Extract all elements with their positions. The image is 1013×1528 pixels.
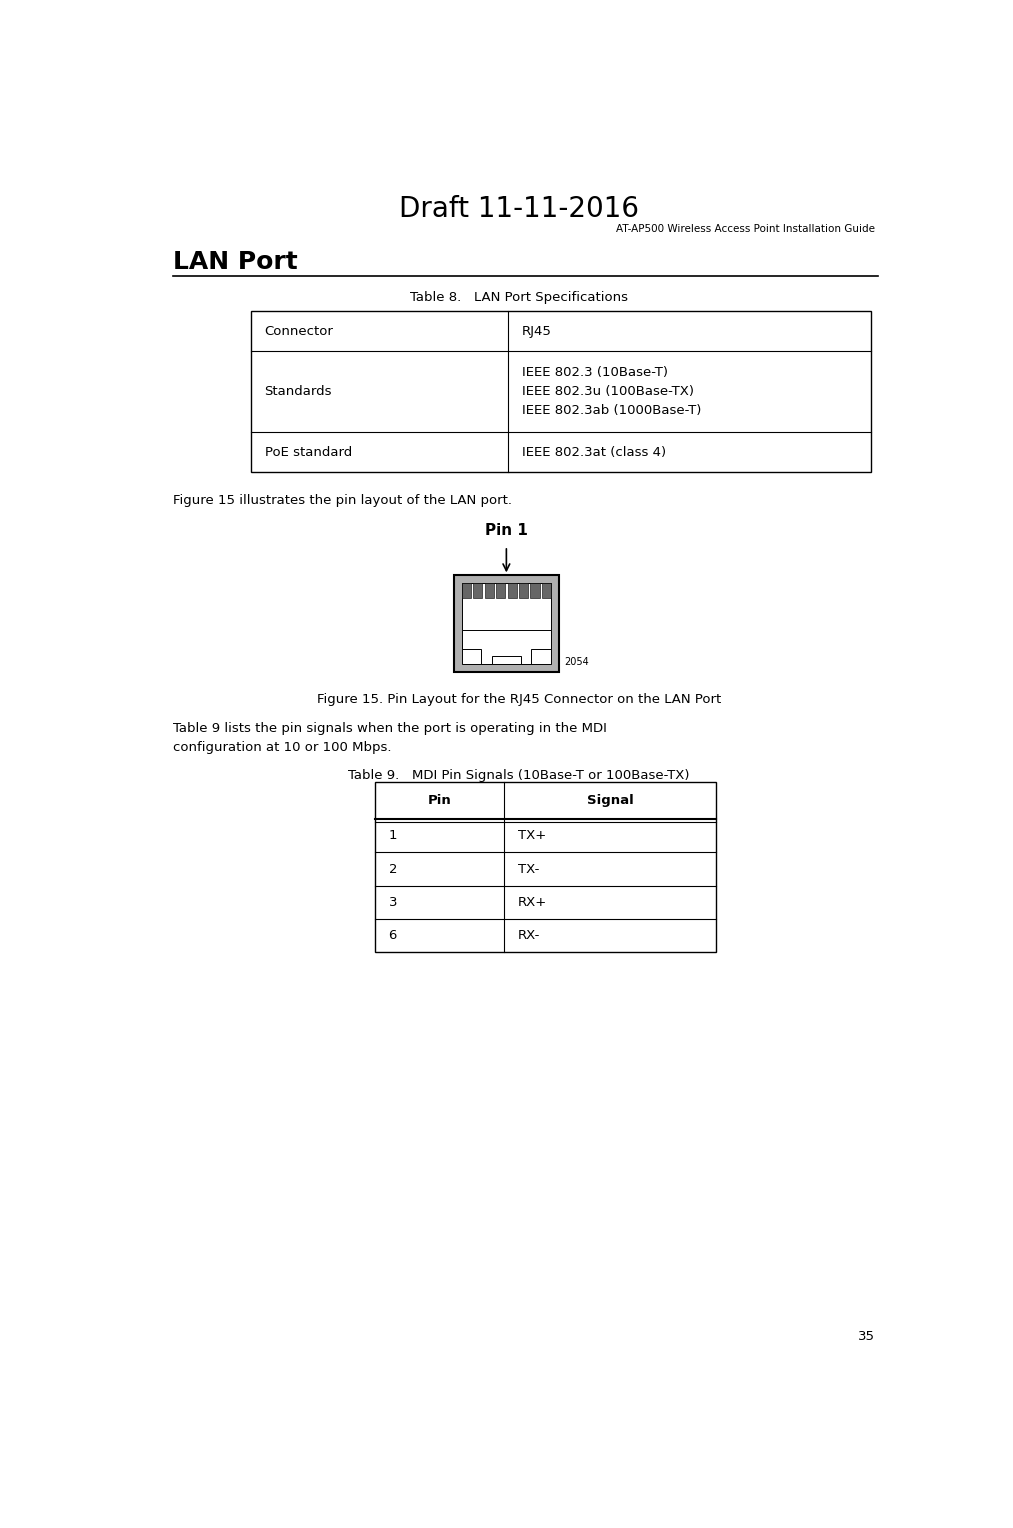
Text: IEEE 802.3at (class 4): IEEE 802.3at (class 4) [522,446,666,458]
Text: 6: 6 [389,929,397,941]
Text: Figure 15. Pin Layout for the RJ45 Connector on the LAN Port: Figure 15. Pin Layout for the RJ45 Conne… [317,694,721,706]
Text: Table 9.   MDI Pin Signals (10Base-T or 100Base-TX): Table 9. MDI Pin Signals (10Base-T or 10… [348,769,690,781]
Text: 35: 35 [857,1329,874,1343]
Text: RJ45: RJ45 [522,324,552,338]
Text: Table 8.   LAN Port Specifications: Table 8. LAN Port Specifications [410,292,628,304]
Text: PoE standard: PoE standard [264,446,352,458]
Text: RX-: RX- [519,929,541,941]
Text: 2054: 2054 [564,657,589,666]
Text: TX-: TX- [519,862,540,876]
Text: LAN Port: LAN Port [173,249,298,274]
Text: TX+: TX+ [519,830,546,842]
Polygon shape [462,630,551,663]
Text: Pin 1: Pin 1 [485,523,528,538]
Bar [531,584,540,597]
Text: Standards: Standards [264,385,332,399]
Text: Signal: Signal [587,795,633,807]
Text: Table 9 lists the pin signals when the port is operating in the MDI
configuratio: Table 9 lists the pin signals when the p… [173,723,607,753]
Bar [519,584,528,597]
Text: Figure 15 illustrates the pin layout of the LAN port.: Figure 15 illustrates the pin layout of … [173,494,513,507]
Text: 2: 2 [389,862,397,876]
Bar [484,584,493,597]
Text: AT-AP500 Wireless Access Point Installation Guide: AT-AP500 Wireless Access Point Installat… [616,225,874,234]
Bar [473,584,482,597]
Bar [496,584,505,597]
Text: Draft 11-11-2016: Draft 11-11-2016 [399,196,639,223]
Bar [462,584,551,663]
Bar [250,312,870,472]
Text: Pin: Pin [427,795,451,807]
Bar [508,584,517,597]
Text: 3: 3 [389,895,397,909]
Bar [542,584,551,597]
Text: RX+: RX+ [519,895,547,909]
Text: IEEE 802.3 (10Base-T)
IEEE 802.3u (100Base-TX)
IEEE 802.3ab (1000Base-T): IEEE 802.3 (10Base-T) IEEE 802.3u (100Ba… [522,367,701,417]
Bar [375,782,715,952]
Bar [462,584,471,597]
Bar [454,575,559,671]
Text: 1: 1 [389,830,397,842]
Text: Connector: Connector [264,324,333,338]
